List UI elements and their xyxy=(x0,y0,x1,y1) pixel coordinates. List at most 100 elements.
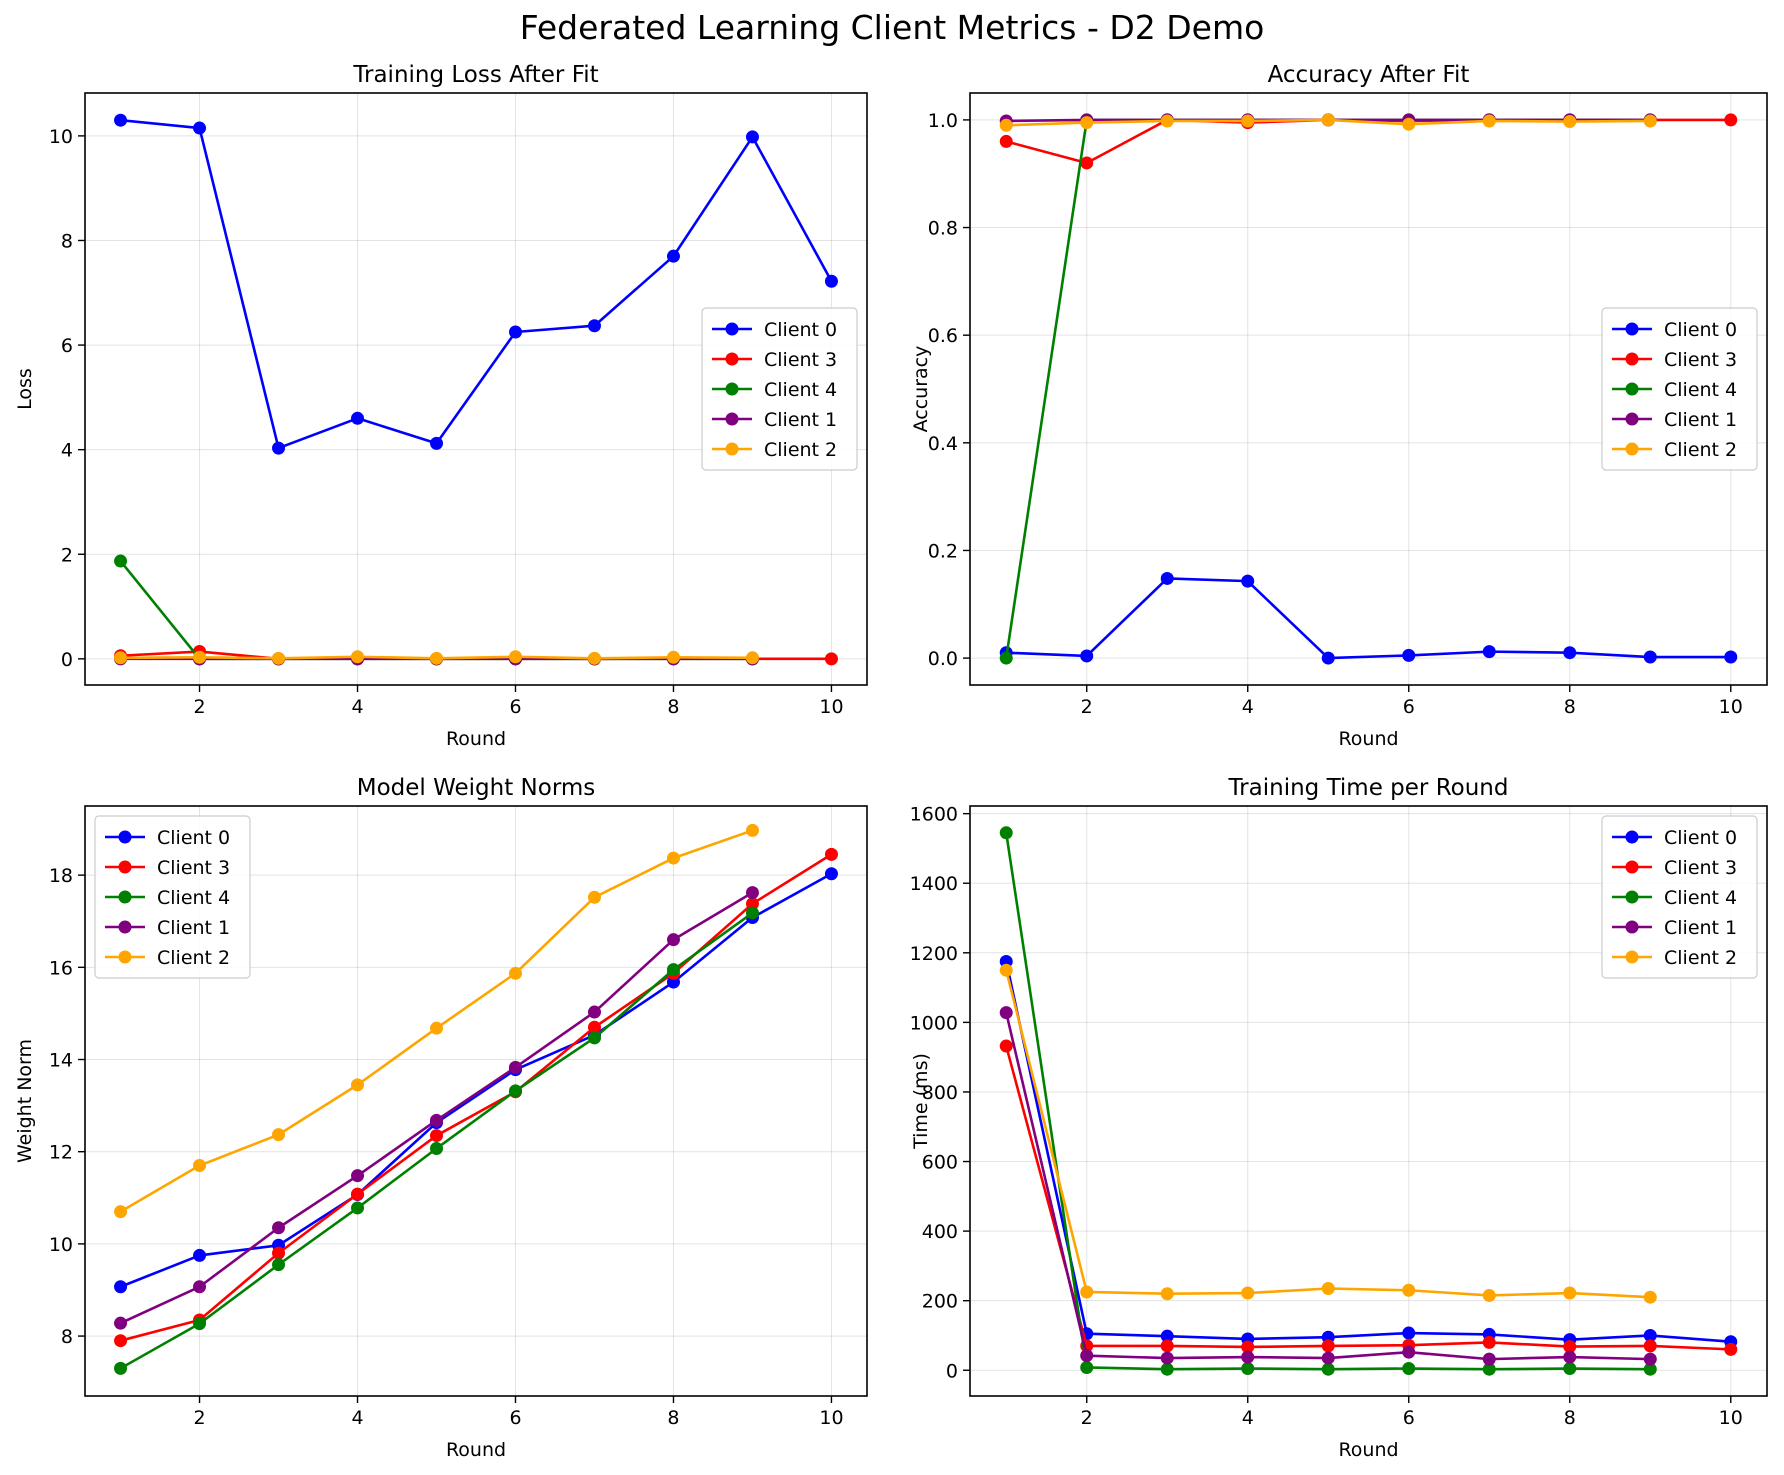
y-tick-label: 14 xyxy=(49,1050,73,1072)
legend: Client 0 Client 3 Client 4 Client 1 Client 2 xyxy=(1601,307,1758,471)
x-tick-label: 8 xyxy=(1564,1407,1576,1429)
legend-marker xyxy=(725,322,739,336)
legend-entry: Client 4 xyxy=(764,379,837,401)
legend-entry: Client 3 xyxy=(764,349,837,371)
legend-entry: Client 1 xyxy=(1664,917,1737,939)
data-point xyxy=(193,1317,207,1331)
data-point xyxy=(430,1113,444,1127)
legend-box xyxy=(1601,815,1758,979)
x-tick-label: 8 xyxy=(667,1407,679,1429)
data-point xyxy=(1321,1351,1335,1365)
data-point xyxy=(999,651,1013,665)
data-point xyxy=(1080,1349,1094,1363)
legend-entry: Client 3 xyxy=(1664,349,1737,371)
data-point xyxy=(351,650,365,664)
x-tick-label: 2 xyxy=(193,696,205,718)
legend: Client 0 Client 3 Client 4 Client 1 Client 2 xyxy=(94,815,251,979)
x-axis-label: Round xyxy=(1338,728,1398,750)
legend-box xyxy=(94,815,251,979)
x-tick-label: 10 xyxy=(1719,696,1743,718)
data-point xyxy=(508,1060,522,1074)
x-tick-label: 4 xyxy=(351,1407,363,1429)
data-point xyxy=(272,441,286,455)
data-point xyxy=(1321,1282,1335,1296)
data-point xyxy=(1241,1286,1255,1300)
legend: Client 0 Client 3 Client 4 Client 1 Client 2 xyxy=(1601,815,1758,979)
data-point xyxy=(1482,645,1496,659)
data-point xyxy=(999,963,1013,977)
data-point xyxy=(745,906,759,920)
data-point xyxy=(193,1248,207,1262)
data-point xyxy=(1563,1350,1577,1364)
legend-marker xyxy=(1625,442,1639,456)
data-point xyxy=(666,933,680,947)
y-tick-label: 600 xyxy=(922,1152,958,1174)
axes-frame xyxy=(969,92,1768,686)
y-tick-label: 6 xyxy=(61,335,73,357)
data-point xyxy=(1160,1362,1174,1376)
data-point xyxy=(1160,571,1174,585)
data-point xyxy=(1080,649,1094,663)
y-axis-label: Weight Norm xyxy=(14,1039,36,1163)
data-point xyxy=(1160,114,1174,128)
legend-marker xyxy=(1625,920,1639,934)
legend-marker xyxy=(725,382,739,396)
legend-entry: Client 2 xyxy=(764,439,837,461)
figure-suptitle: Federated Learning Client Metrics - D2 D… xyxy=(519,8,1265,47)
legend-entry: Client 4 xyxy=(1664,887,1737,909)
data-point xyxy=(1402,1345,1416,1359)
data-point xyxy=(1321,1362,1335,1376)
legend-entry: Client 0 xyxy=(764,319,837,341)
data-point xyxy=(351,1201,365,1215)
data-point xyxy=(114,1280,128,1294)
data-point xyxy=(1160,1339,1174,1353)
legend: Client 0 Client 3 Client 4 Client 1 Client 2 xyxy=(701,307,858,471)
data-point xyxy=(1643,1362,1657,1376)
data-point xyxy=(1402,1362,1416,1376)
data-point xyxy=(351,411,365,425)
y-tick-label: 0.4 xyxy=(928,433,958,455)
y-tick-label: 8 xyxy=(61,230,73,252)
y-tick-label: 1200 xyxy=(910,943,958,965)
series-line-client-4 xyxy=(1004,118,1651,659)
series-line-client-3 xyxy=(1005,118,1731,165)
data-point xyxy=(1482,1362,1496,1376)
chart-title: Training Loss After Fit xyxy=(352,62,598,88)
axes-frame xyxy=(84,805,868,1397)
y-tick-label: 200 xyxy=(922,1291,958,1313)
data-point xyxy=(999,1006,1013,1020)
y-tick-label: 18 xyxy=(49,865,73,887)
legend-entry: Client 2 xyxy=(1664,439,1737,461)
legend-marker xyxy=(1625,322,1639,336)
x-tick-label: 10 xyxy=(819,696,843,718)
data-point xyxy=(1724,113,1738,127)
data-point xyxy=(1482,1335,1496,1349)
y-tick-label: 4 xyxy=(61,440,73,462)
data-point xyxy=(999,134,1013,148)
y-tick-label: 1.0 xyxy=(928,110,958,132)
data-point xyxy=(824,847,838,861)
data-point xyxy=(1563,646,1577,660)
data-point xyxy=(1724,650,1738,664)
y-tick-label: 0.2 xyxy=(928,540,958,562)
data-point xyxy=(1643,1339,1657,1353)
data-point xyxy=(1643,650,1657,664)
chart-panel-2: 2 4 6 8 10 8 10 12 14 16 18 Model Weight Norms Round… xyxy=(14,775,868,1461)
y-tick-label: 0 xyxy=(946,1360,958,1382)
legend-marker xyxy=(1625,890,1639,904)
y-tick-label: 12 xyxy=(49,1142,73,1164)
legend-entry: Client 1 xyxy=(764,409,837,431)
legend-marker xyxy=(725,352,739,366)
data-point xyxy=(587,319,601,333)
y-tick-label: 8 xyxy=(61,1326,73,1348)
x-tick-label: 8 xyxy=(1564,696,1576,718)
chart-title: Training Time per Round xyxy=(1228,775,1509,801)
data-point xyxy=(1321,651,1335,665)
data-point xyxy=(272,1221,286,1235)
data-point xyxy=(745,651,759,665)
legend-marker xyxy=(118,890,132,904)
y-axis-label: Loss xyxy=(14,368,36,410)
legend-marker xyxy=(1625,830,1639,844)
data-point xyxy=(1160,1329,1174,1343)
